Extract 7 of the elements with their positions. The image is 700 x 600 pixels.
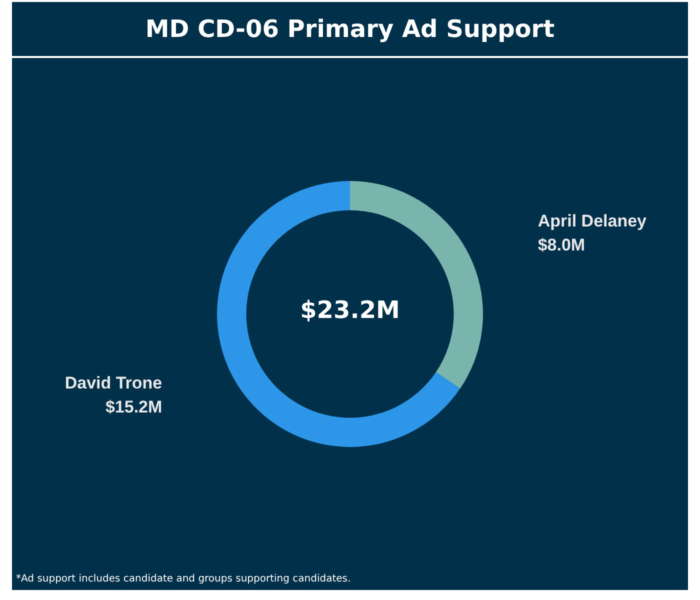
text: $23.2M — [300, 296, 400, 324]
text: *Ad support includes candidate and groups supporting candidates. — [16, 574, 351, 584]
chart-title: MD CD-06 Primary Ad Support — [12, 2, 688, 58]
slice-label: April Delaney — [538, 211, 648, 230]
data-label: $8.0M — [538, 235, 586, 254]
slice-label: David Trone — [64, 374, 162, 393]
data-label: $15.2M — [105, 398, 162, 417]
